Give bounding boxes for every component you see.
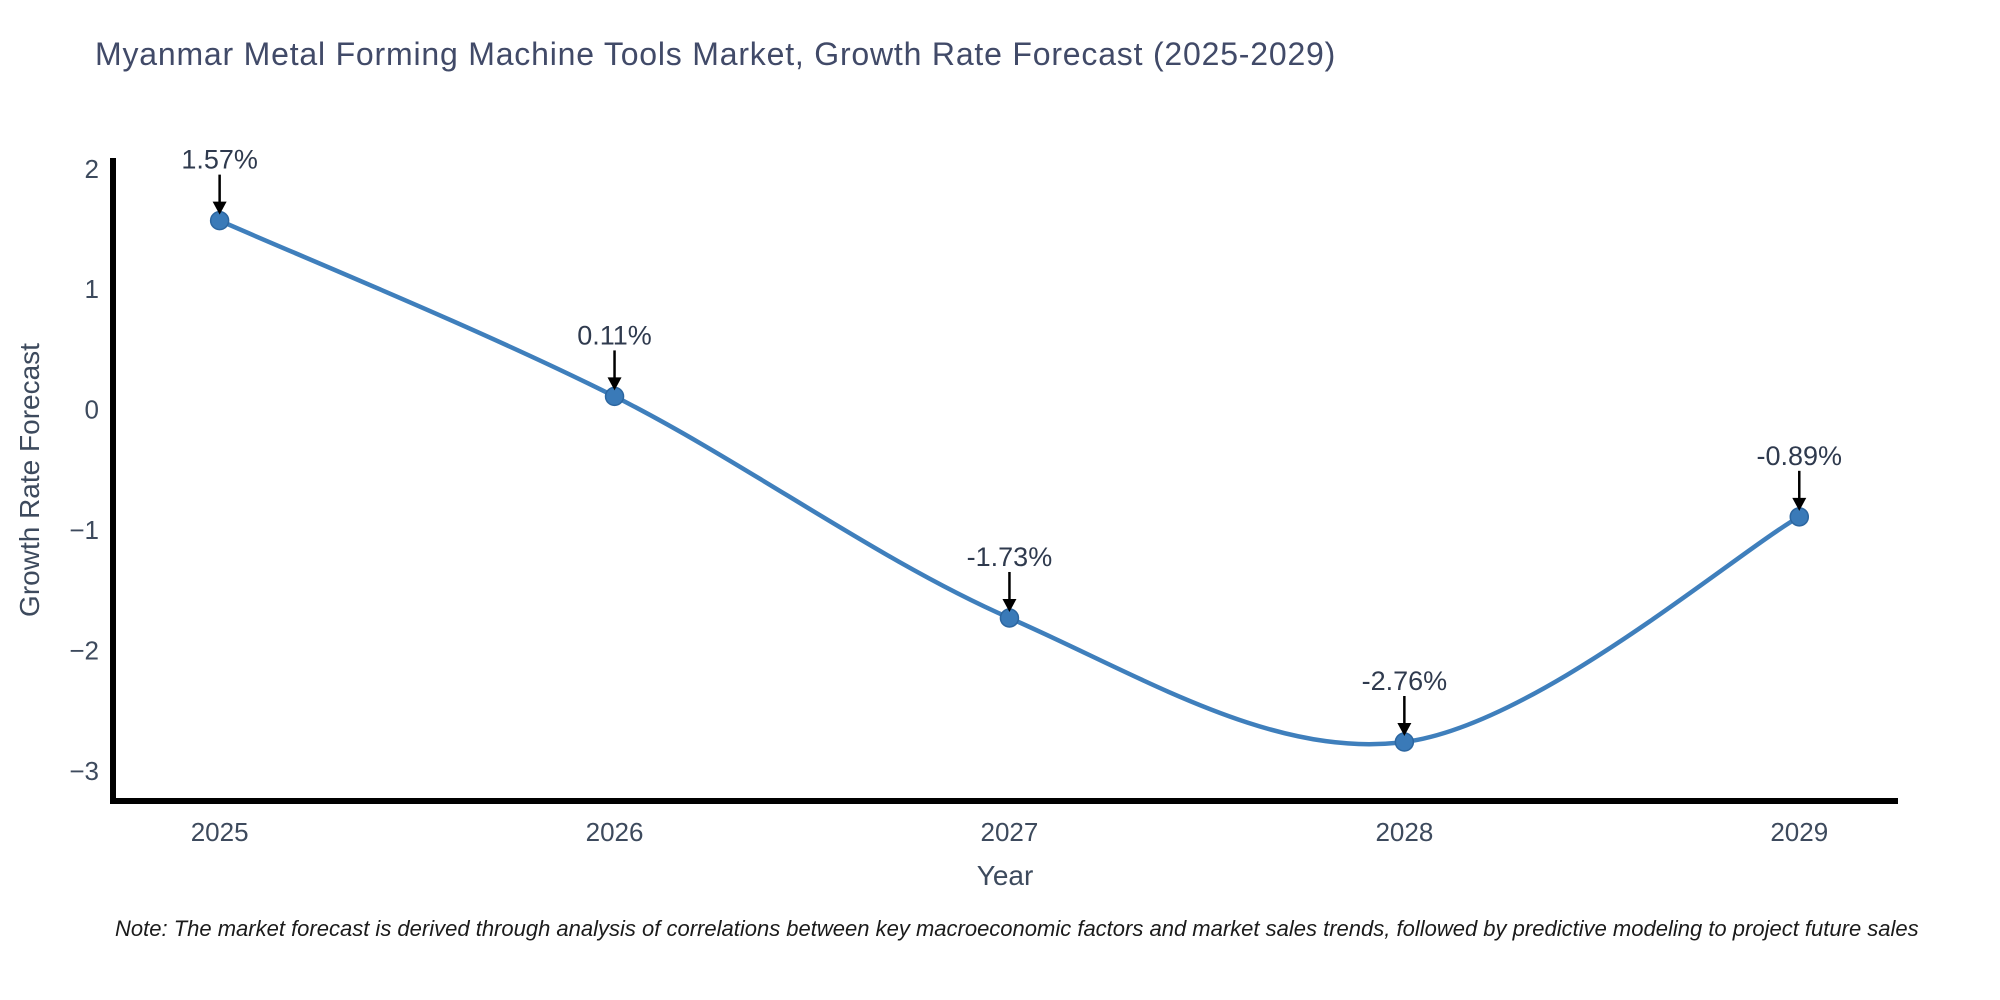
y-tick-label: 1 [85, 274, 99, 304]
data-point-label: -2.76% [1362, 666, 1448, 696]
data-point-label: 0.11% [577, 320, 652, 350]
data-point-label: -0.89% [1756, 441, 1842, 471]
y-tick-label: −2 [69, 635, 99, 665]
x-tick-label: 2028 [1375, 817, 1433, 847]
chart-title: Myanmar Metal Forming Machine Tools Mark… [95, 36, 1337, 72]
trend-line [217, 218, 1802, 747]
data-point-label: -1.73% [967, 542, 1053, 572]
annotation-arrowhead-icon [607, 377, 622, 391]
y-tick-label: 2 [85, 154, 99, 184]
x-tick-label: 2029 [1770, 817, 1828, 847]
data-point-label: 1.57% [181, 145, 258, 175]
x-tick-label: 2026 [586, 817, 644, 847]
y-tick-label: −1 [69, 515, 99, 545]
x-axis-title: Year [976, 860, 1034, 891]
y-tick-label: 0 [85, 395, 99, 425]
x-tick-label: 2025 [191, 817, 249, 847]
annotation-arrowhead-icon [1002, 598, 1017, 612]
annotation-arrowhead-icon [212, 201, 227, 215]
footnote: Note: The market forecast is derived thr… [115, 916, 1919, 941]
annotation-arrowhead-icon [1397, 722, 1412, 736]
y-axis-title: Growth Rate Forecast [14, 343, 45, 617]
x-tick-label: 2027 [981, 817, 1039, 847]
y-tick-label: −3 [69, 756, 99, 786]
annotation-arrowhead-icon [1792, 497, 1807, 511]
